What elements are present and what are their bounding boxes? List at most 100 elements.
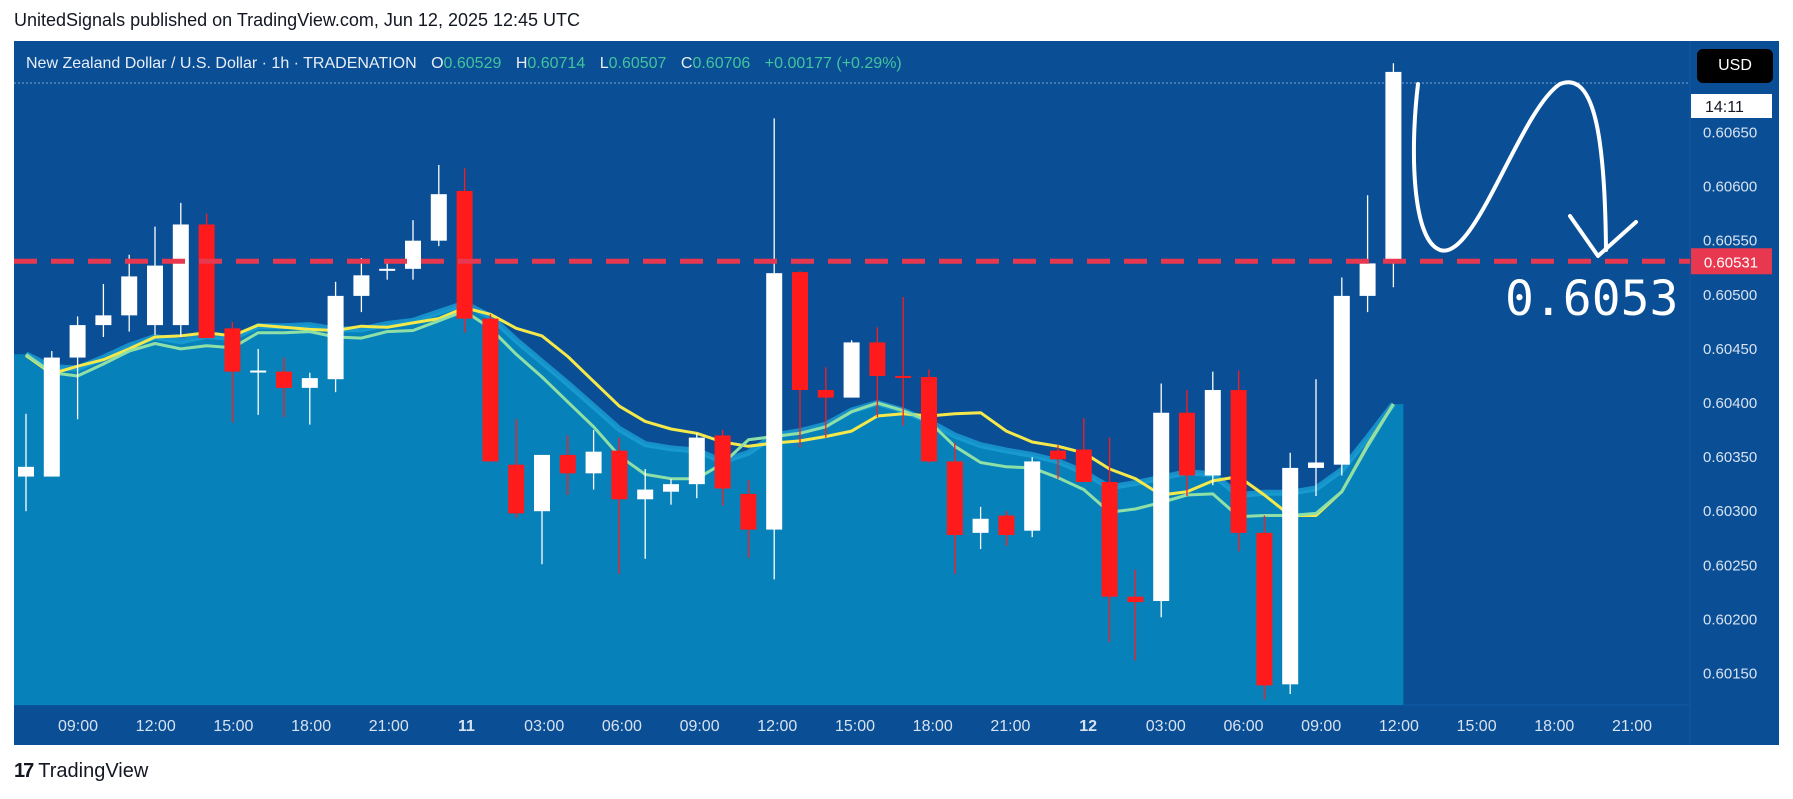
price-badge	[1691, 248, 1772, 275]
candle-body	[95, 315, 112, 326]
candle-body	[43, 357, 60, 477]
candle-body	[585, 451, 602, 474]
x-tick-label: 09:00	[680, 718, 720, 735]
candle-body	[482, 318, 499, 462]
candle-body	[1024, 461, 1041, 531]
footer: 17 TradingView	[14, 760, 148, 783]
publish-header: UnitedSignals published on TradingView.c…	[14, 10, 581, 30]
candle-body	[1101, 481, 1118, 597]
candle-body	[998, 515, 1015, 536]
high-label: H	[515, 55, 528, 72]
x-tick-label: 06:00	[1223, 718, 1263, 735]
candle-body	[792, 272, 808, 391]
candle-body	[1256, 532, 1273, 686]
y-tick-label: 0.60300	[1703, 503, 1757, 520]
y-tick-label: 0.60650	[1703, 125, 1757, 142]
open-value: 0.60529	[443, 55, 502, 72]
countdown-badge	[1691, 94, 1772, 118]
candle-body	[69, 325, 86, 358]
low-label: L	[599, 55, 609, 72]
candle-body	[327, 295, 344, 380]
y-tick-label: 0.60150	[1703, 666, 1757, 683]
x-tick-label: 12:00	[136, 718, 176, 735]
y-tick-label: 0.60350	[1703, 449, 1757, 466]
candle-body	[895, 375, 912, 378]
x-tick-label: 09:00	[1301, 718, 1341, 735]
candle-body	[1282, 467, 1299, 685]
candle-body	[946, 461, 963, 536]
x-tick-label: 03:00	[1146, 718, 1186, 735]
candle-body	[276, 371, 292, 388]
currency-button[interactable]: USD	[1697, 49, 1773, 83]
countdown-text: 14:11	[1705, 99, 1744, 116]
candle-body	[1127, 596, 1144, 603]
low-value: 0.60507	[608, 55, 667, 72]
y-tick-label: 0.60600	[1703, 179, 1757, 196]
candle-body	[224, 328, 241, 372]
candle-body	[198, 224, 215, 339]
close-label: C	[680, 55, 693, 72]
x-tick-label: 12:00	[1379, 718, 1419, 735]
high-value: 0.60714	[527, 55, 586, 72]
y-tick-label: 0.60200	[1703, 611, 1757, 628]
ohlc-legend: New Zealand Dollar / U.S. Dollar · 1h · …	[26, 55, 902, 73]
close-value: 0.60706	[692, 55, 751, 72]
x-tick-label: 09:00	[58, 718, 98, 735]
candle-body	[559, 454, 576, 474]
candle-body	[1075, 449, 1092, 482]
y-tick-label: 0.60500	[1703, 287, 1757, 304]
tradingview-logo-icon: 17	[14, 760, 34, 782]
candle-body	[766, 273, 783, 530]
candle-body	[843, 342, 860, 398]
candle-body	[379, 268, 396, 271]
candle-body	[611, 450, 628, 500]
x-tick-label: 11	[458, 718, 475, 735]
candle-body	[172, 224, 189, 326]
candle-body	[430, 194, 447, 241]
annotation-price-text: 0.6053	[1505, 271, 1678, 327]
annotation-arrow-curve	[1411, 80, 1608, 253]
x-tick-label: 18:00	[913, 718, 953, 735]
x-tick-label: 12:00	[757, 718, 797, 735]
y-tick-label: 0.60400	[1703, 395, 1757, 412]
candle-body	[534, 454, 550, 512]
candle-body	[405, 240, 421, 269]
candle-body	[972, 518, 989, 533]
candle-body	[508, 464, 525, 514]
candle-body	[714, 435, 731, 489]
x-tick-label: 15:00	[213, 718, 253, 735]
candle-body	[147, 265, 163, 326]
candle-body	[663, 484, 679, 492]
candle-body	[1050, 450, 1066, 460]
x-tick-label: 06:00	[602, 718, 642, 735]
y-tick-label: 0.60550	[1703, 233, 1757, 250]
x-tick-label: 15:00	[1457, 718, 1497, 735]
y-tick-label: 0.60250	[1703, 557, 1757, 574]
footer-brand: TradingView	[38, 760, 149, 782]
x-tick-label: 21:00	[369, 718, 409, 735]
candle-body	[817, 390, 834, 398]
x-tick-label: 18:00	[291, 718, 331, 735]
candle-body	[353, 275, 370, 296]
annotation-arrow-head	[1568, 214, 1638, 258]
x-tick-label: 12	[1079, 718, 1097, 735]
x-tick-label: 21:00	[1612, 718, 1652, 735]
x-tick-label: 03:00	[524, 718, 564, 735]
price-badge-text: 0.60531	[1704, 254, 1758, 271]
candle-body	[688, 437, 705, 485]
candle-body	[1308, 462, 1324, 468]
candle-body	[1204, 390, 1221, 476]
candle-body	[1153, 412, 1170, 602]
candle-body	[1333, 295, 1350, 465]
candle-body	[1385, 71, 1402, 264]
candle-body	[1230, 390, 1247, 533]
candle-body	[869, 342, 886, 376]
x-tick-label: 15:00	[835, 718, 875, 735]
candle-body	[1359, 263, 1376, 296]
change-value: +0.00177 (+0.29%)	[764, 55, 902, 72]
candle-body	[637, 489, 654, 500]
candle-body	[121, 276, 138, 316]
x-tick-label: 21:00	[990, 718, 1030, 735]
x-tick-label: 18:00	[1534, 718, 1574, 735]
